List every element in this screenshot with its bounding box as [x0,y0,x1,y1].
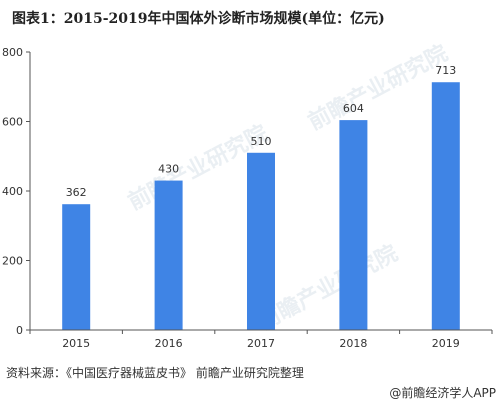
x-tick-label: 2015 [62,337,90,350]
y-tick-label: 800 [2,46,23,59]
x-tick-label: 2018 [339,337,367,350]
brand-label: @前瞻经济学人APP [389,386,496,400]
chart-title: 图表1：2015-2019年中国体外诊断市场规模(单位：亿元) [12,11,385,27]
y-tick-label: 200 [2,255,23,268]
source-note: 资料来源：《中国医疗器械蓝皮书》 前瞻产业研究院整理 [6,366,304,380]
x-axis: 2015 2016 2017 2018 2019 [29,329,493,350]
y-axis: 0 200 400 600 800 [2,46,31,337]
x-tick-label: 2019 [432,337,460,350]
data-label: 362 [66,186,87,199]
y-tick-label: 0 [16,324,23,337]
data-label: 713 [435,64,456,77]
x-tick-label: 2016 [155,337,183,350]
bar [154,180,183,330]
data-label: 510 [251,135,272,148]
y-tick-label: 600 [2,116,23,129]
bar [431,82,460,330]
bar [339,120,368,330]
x-tick-label: 2017 [247,337,275,350]
bar [247,152,275,330]
y-tick-label: 400 [2,185,23,198]
data-label: 430 [158,163,179,176]
bar [62,204,91,330]
bars: 362 430 510 604 713 [62,64,460,330]
data-label: 604 [343,102,364,115]
